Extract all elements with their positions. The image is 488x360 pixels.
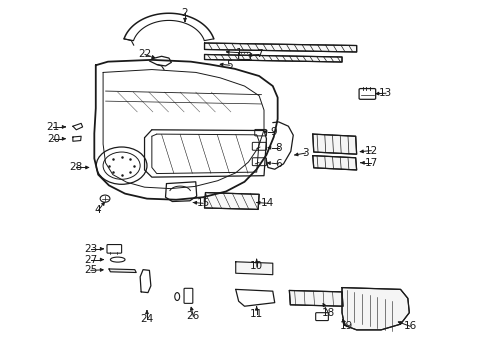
Text: 4: 4 [95,206,102,216]
Text: 18: 18 [321,308,334,318]
Text: 20: 20 [47,134,60,144]
Text: 16: 16 [403,321,416,331]
Polygon shape [289,291,342,306]
Text: 12: 12 [364,145,377,156]
Text: 3: 3 [302,148,308,158]
Text: 5: 5 [226,60,233,70]
Text: 15: 15 [196,198,209,208]
Polygon shape [341,288,408,330]
Text: 22: 22 [138,49,151,59]
Polygon shape [204,43,356,52]
Text: 28: 28 [69,162,83,172]
Text: 14: 14 [261,198,274,208]
Polygon shape [312,134,356,154]
Text: 26: 26 [186,311,200,321]
Text: 21: 21 [47,122,60,132]
Text: 6: 6 [275,159,282,169]
Text: 24: 24 [140,314,153,324]
Text: 10: 10 [250,261,263,271]
Text: 27: 27 [84,255,97,265]
Text: 17: 17 [364,158,377,168]
Text: 7: 7 [255,49,262,59]
Text: 11: 11 [249,310,263,319]
Polygon shape [204,193,259,210]
Text: 1: 1 [236,48,243,58]
Text: 9: 9 [270,127,277,136]
Text: 13: 13 [379,88,392,98]
Text: 2: 2 [182,8,188,18]
Text: 19: 19 [340,321,353,331]
Text: 25: 25 [84,265,97,275]
Polygon shape [312,156,356,170]
Polygon shape [235,262,272,275]
Polygon shape [109,269,136,273]
Polygon shape [204,54,341,62]
Text: 8: 8 [275,143,282,153]
Text: 23: 23 [84,244,97,254]
